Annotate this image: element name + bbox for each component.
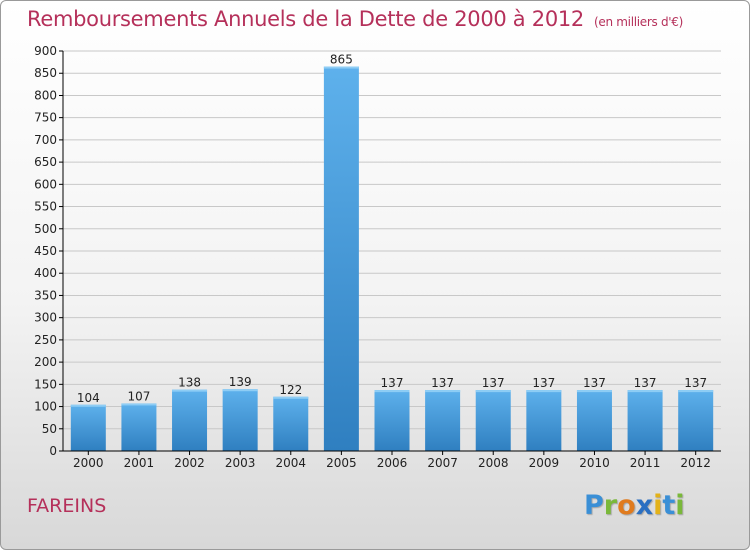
y-tick-label: 550: [34, 200, 57, 214]
y-tick-label: 750: [34, 111, 57, 125]
data-label: 137: [634, 376, 657, 390]
data-label: 137: [532, 376, 555, 390]
bar-highlight: [425, 390, 461, 393]
y-tick-label: 250: [34, 333, 57, 347]
data-label: 104: [77, 391, 100, 405]
bar-2004: [273, 396, 309, 451]
bar-2003: [222, 389, 258, 451]
bar-2002: [172, 389, 208, 451]
bars: [70, 66, 714, 452]
data-label: 139: [229, 375, 252, 389]
x-tick-label: 2003: [225, 456, 256, 470]
bar-highlight: [121, 403, 157, 406]
bar-highlight: [70, 404, 106, 407]
y-tick-label: 400: [34, 266, 57, 280]
grid-lines: [63, 50, 721, 430]
x-tick-label: 2010: [579, 456, 610, 470]
bar-2005: [323, 66, 359, 452]
x-tick-label: 2011: [630, 456, 661, 470]
data-label: 122: [279, 383, 302, 397]
bar-2010: [576, 390, 612, 451]
commune-name: FAREINS: [27, 495, 107, 517]
bar-2009: [526, 390, 562, 451]
x-tick-label: 2012: [680, 456, 711, 470]
proxiti-logo: Proxiti: [584, 490, 685, 521]
x-tick-label: 2000: [73, 456, 104, 470]
data-label: 138: [178, 376, 201, 390]
data-label: 137: [381, 376, 404, 390]
bar-2008: [475, 390, 511, 451]
chart-title-text: Remboursements Annuels de la Dette de 20…: [27, 7, 584, 31]
bar-2007: [425, 390, 461, 451]
y-tick-label: 700: [34, 133, 57, 147]
bar-highlight: [222, 389, 258, 392]
bar-2011: [627, 390, 663, 451]
y-tick-label: 850: [34, 66, 57, 80]
data-label: 137: [431, 376, 454, 390]
x-tick-label: 2001: [124, 456, 155, 470]
data-label: 865: [330, 53, 353, 67]
y-tick-label: 450: [34, 244, 57, 258]
bar-2006: [374, 390, 410, 451]
bar-highlight: [323, 66, 359, 69]
y-tick-label: 900: [34, 44, 57, 58]
bar-highlight: [627, 390, 663, 393]
y-tick-label: 150: [34, 377, 57, 391]
y-tick-label: 0: [49, 444, 57, 458]
x-tick-label: 2007: [427, 456, 458, 470]
x-tick-label: 2009: [529, 456, 560, 470]
bar-2012: [678, 390, 714, 451]
chart-subtitle: (en milliers d'€): [594, 15, 684, 29]
y-tick-label: 100: [34, 400, 57, 414]
y-tick-label: 650: [34, 155, 57, 169]
x-tick-label: 2006: [377, 456, 408, 470]
x-tick-label: 2008: [478, 456, 509, 470]
bar-highlight: [526, 390, 562, 393]
x-tick-label: 2002: [174, 456, 205, 470]
bar-highlight: [475, 390, 511, 393]
data-label: 137: [583, 376, 606, 390]
labels: 0 50 100 150 200 250 300 350 400 450 500 550 600 650 7…: [34, 44, 711, 470]
bar-highlight: [273, 396, 309, 399]
bar-highlight: [678, 390, 714, 393]
y-tick-label: 300: [34, 311, 57, 325]
axes: [59, 50, 721, 455]
bar-highlight: [172, 389, 208, 392]
bar-highlight: [374, 390, 410, 393]
y-tick-label: 350: [34, 288, 57, 302]
y-tick-label: 50: [42, 422, 57, 436]
x-tick-label: 2004: [275, 456, 306, 470]
bar-highlight: [576, 390, 612, 393]
data-label: 137: [684, 376, 707, 390]
chart-title: Remboursements Annuels de la Dette de 20…: [27, 7, 683, 31]
bar-2000: [70, 404, 106, 451]
x-tick-label: 2005: [326, 456, 357, 470]
y-tick-label: 200: [34, 355, 57, 369]
y-tick-label: 600: [34, 177, 57, 191]
bar-2001: [121, 403, 157, 451]
data-label: 107: [127, 389, 150, 403]
y-tick-label: 500: [34, 222, 57, 236]
data-label: 137: [482, 376, 505, 390]
y-tick-label: 800: [34, 88, 57, 102]
